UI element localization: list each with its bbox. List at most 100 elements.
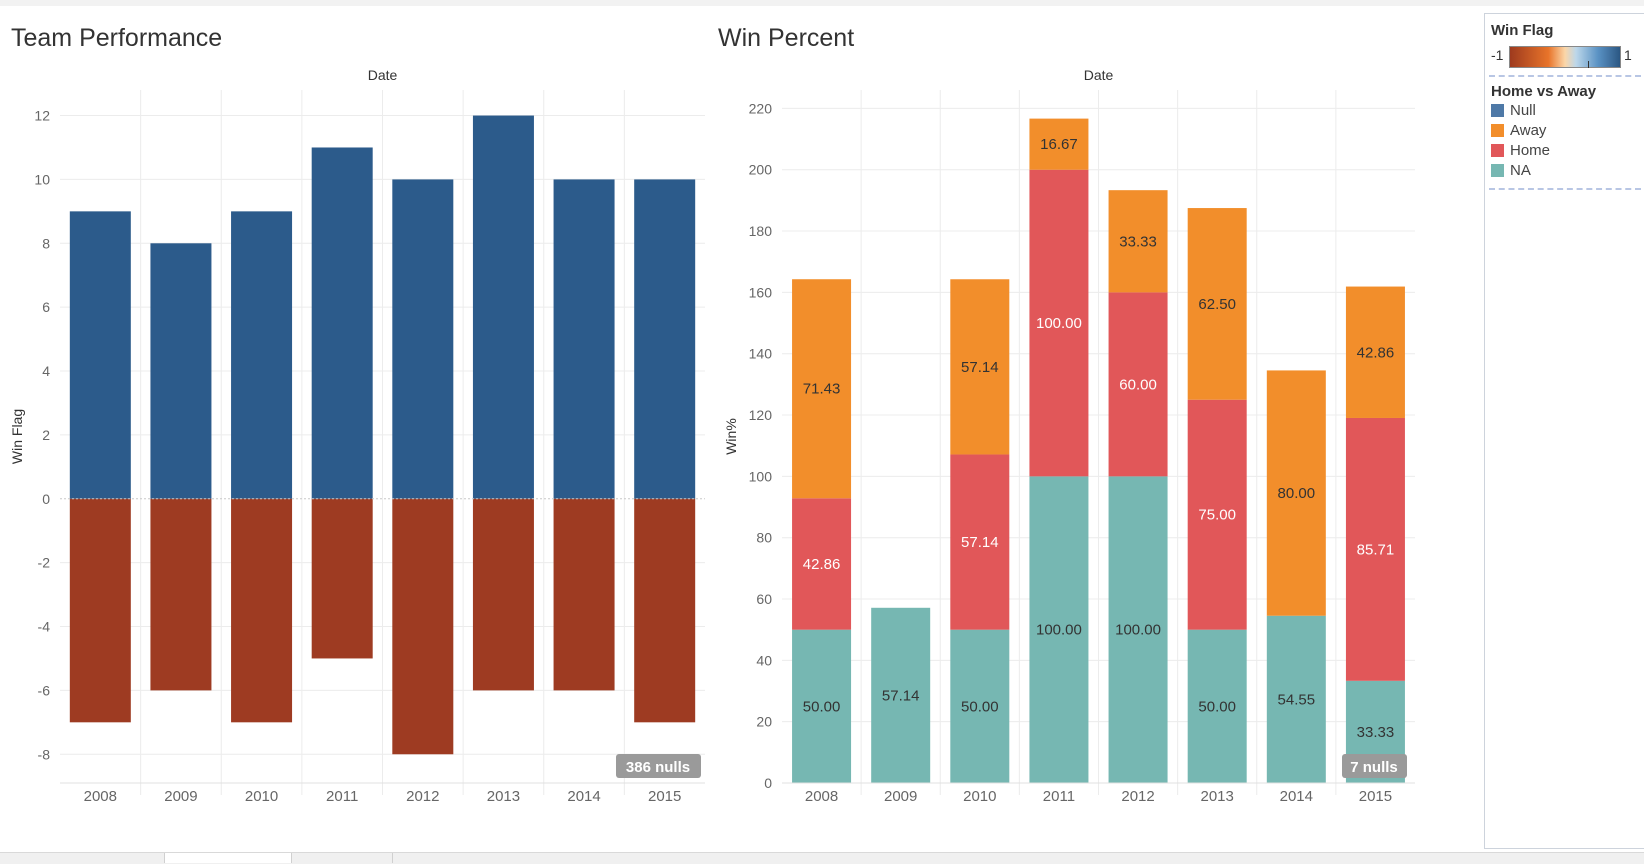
chart2-data-label: 50.00 [803,698,841,715]
chart1-positive-bar[interactable] [69,211,131,499]
chart1-x-tick-label: 2008 [84,788,117,805]
chart1-y-tick-label: 10 [34,171,50,187]
legend-swatch [1491,163,1504,177]
chart1-negative-bar[interactable] [231,498,293,723]
chart1-positive-bar[interactable] [472,115,534,499]
chart1-null-indicator[interactable] [616,754,701,778]
chart2-null-indicator-label: 7 nulls [1350,759,1398,776]
chart1-y-tick-label: -6 [38,682,51,698]
chart1-positive-bar[interactable] [150,243,212,499]
chart2-na-segment[interactable] [792,629,852,783]
win-flag-legend-title: Win Flag [1491,22,1554,39]
legend-item-null[interactable]: Null [1491,100,1644,120]
chart2-away-segment[interactable] [1345,286,1405,418]
chart1-y-tick-label: -4 [38,619,51,635]
chart1-y-tick-label: 2 [42,427,50,443]
legend-item-label: NA [1510,161,1531,179]
sheet-tab-strip [0,852,1644,864]
legend-item-na[interactable]: NA [1491,160,1644,180]
chart2-data-label: 71.43 [803,381,841,398]
legend-item-away[interactable]: Away [1491,120,1644,140]
home-away-legend-title: Home vs Away [1491,83,1597,100]
chart2-home-segment[interactable] [1108,292,1168,477]
chart2-data-label: 60.00 [1119,376,1157,393]
chart2-null-indicator[interactable] [1342,754,1407,778]
team-performance-chart[interactable]: Date Win Flag 12 10 8 6 4 2 0 -2 -4 -6 -8 2008 2009 201… [0,0,712,830]
chart2-home-segment[interactable] [950,454,1010,630]
chart2-x-tick-label: 2014 [1280,788,1313,805]
chart2-y-tick-label: 220 [749,100,773,116]
chart2-data-label: 33.33 [1119,233,1157,250]
chart2-data-label: 100.00 [1036,315,1082,332]
chart2-y-tick-label: 100 [749,468,773,484]
chart1-x-tick-label: 2015 [648,788,681,805]
chart1-negative-bar[interactable] [472,498,534,691]
chart1-negative-bar[interactable] [69,498,131,723]
chart1-positive-bar[interactable] [231,211,293,499]
legend-item-home[interactable]: Home [1491,140,1644,160]
chart2-na-segment[interactable] [1266,615,1326,783]
win-percent-chart[interactable]: DateWin%22020018016014012010080604020050… [712,0,1484,830]
chart2-data-label: 42.86 [1357,344,1395,361]
chart1-x-tick-label: 2012 [406,788,439,805]
chart1-x-tick-label: 2013 [487,788,520,805]
chart2-na-segment[interactable] [1029,476,1089,783]
top-strip [0,0,1644,6]
chart2-na-segment[interactable] [1187,629,1247,783]
legend-swatch [1491,103,1504,117]
chart2-na-segment[interactable] [950,629,1010,783]
legend-item-label: Home [1510,141,1551,159]
chart2-y-tick-label: 140 [749,346,773,362]
chart2-data-label: 50.00 [961,698,999,715]
chart2-away-segment[interactable] [950,279,1010,455]
chart1-y-tick-label: 8 [42,235,50,251]
chart2-home-segment[interactable] [1029,169,1089,477]
chart2-away-segment[interactable] [1187,208,1247,400]
chart1-x-tick-label: 2014 [567,788,600,805]
chart2-data-label: 54.55 [1278,691,1316,708]
chart2-away-segment[interactable] [1266,370,1326,616]
chart2-away-segment[interactable] [1108,190,1168,293]
chart2-na-segment[interactable] [1108,476,1168,783]
color-scale-max: 1 [1624,47,1632,63]
chart2-home-segment[interactable] [792,498,852,630]
chart2-data-label: 85.71 [1357,541,1395,558]
chart2-title: Win Percent [718,24,855,52]
chart2-data-label: 57.14 [882,687,920,704]
chart1-negative-bar[interactable] [634,498,696,723]
chart1-x-tick-label: 2010 [245,788,278,805]
chart2-x-tick-label: 2015 [1359,788,1392,805]
color-scale-min: -1 [1491,47,1504,63]
chart2-data-label: 50.00 [1198,698,1236,715]
chart2-na-segment[interactable] [871,607,931,783]
chart1-positive-bar[interactable] [311,147,373,499]
chart1-positive-bar[interactable] [392,179,454,499]
chart2-y-tick-label: 40 [756,652,772,668]
chart2-x-tick-label: 2010 [963,788,996,805]
chart2-data-label: 100.00 [1115,622,1161,639]
chart1-negative-bar[interactable] [150,498,212,691]
chart2-home-segment[interactable] [1345,417,1405,681]
color-gradient-bar[interactable] [1509,46,1621,68]
chart2-y-tick-label: 180 [749,223,773,239]
chart2-data-label: 75.00 [1198,507,1236,524]
sheet-tab-active[interactable] [165,853,292,863]
chart1-x-tick-label: 2011 [326,788,358,805]
sheet-tab[interactable] [34,853,165,863]
chart2-away-segment[interactable] [1029,118,1089,170]
chart1-positive-bar[interactable] [553,179,615,499]
chart2-data-label: 33.33 [1357,724,1395,741]
chart1-negative-bar[interactable] [311,498,373,659]
chart2-y-tick-label: 160 [749,284,773,300]
chart1-positive-bar[interactable] [634,179,696,499]
chart1-top-label: Date [368,67,398,83]
chart2-away-segment[interactable] [792,279,852,499]
chart1-negative-bar[interactable] [553,498,615,691]
chart1-negative-bar[interactable] [392,498,454,755]
chart2-home-segment[interactable] [1187,399,1247,630]
home-away-legend-items: Null Away Home NA [1485,100,1644,180]
chart2-x-tick-label: 2013 [1201,788,1234,805]
chart1-title: Team Performance [11,24,223,52]
sheet-tab[interactable] [292,853,393,863]
chart2-y-tick-label: 20 [756,714,772,730]
